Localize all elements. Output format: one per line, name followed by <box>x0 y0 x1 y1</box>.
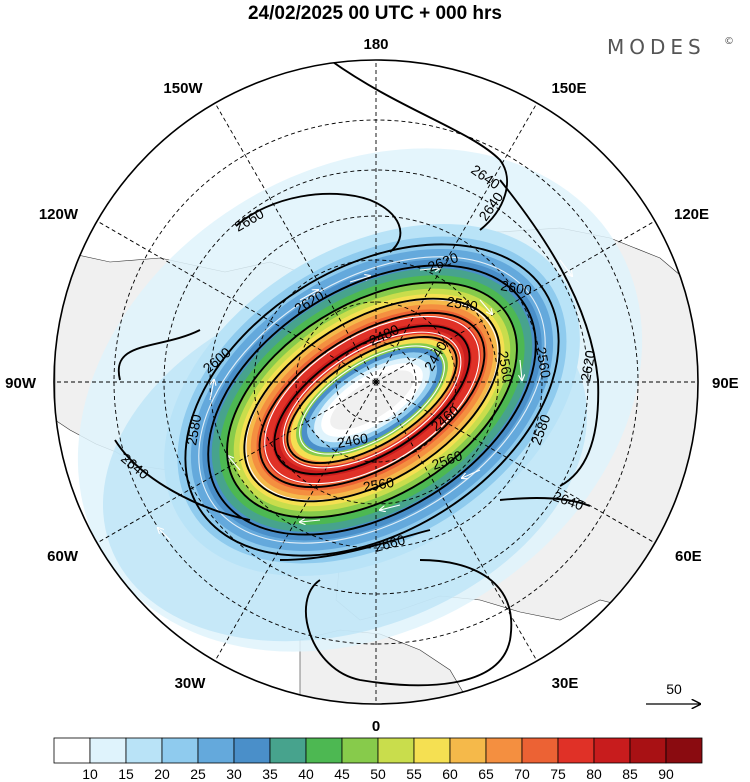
map-title: 24/02/2025 00 UTC + 000 hrs <box>248 3 502 24</box>
longitude-label-150w: 150W <box>163 80 203 97</box>
colorbar-tick-label: 10 <box>82 766 98 782</box>
longitude-label-60e: 60E <box>675 548 702 565</box>
colorbar-tick-label: 25 <box>190 766 206 782</box>
colorbar-swatch <box>161 737 199 764</box>
longitude-label-90e: 90E <box>712 375 739 392</box>
colorbar-tick-label: 40 <box>298 766 314 782</box>
colorbar-tick-label: 50 <box>370 766 386 782</box>
colorbar-tick-label: 70 <box>514 766 530 782</box>
colorbar-tick-label: 35 <box>262 766 278 782</box>
colorbar-tick-label: 45 <box>334 766 350 782</box>
contour-label: 2540 <box>445 293 479 314</box>
colorbar-swatch <box>341 737 379 764</box>
longitude-labels: 180 150E 120E 90E 60E 30E 0 30W 60W 90W … <box>5 36 739 735</box>
colorbar-tick-label: 60 <box>442 766 458 782</box>
colorbar: 10 15 20 25 30 35 40 45 50 55 60 65 70 75 80 85 90 <box>53 737 703 782</box>
colorbar-tick-label: 65 <box>478 766 494 782</box>
colorbar-swatch <box>377 737 415 764</box>
colorbar-swatch <box>665 737 703 764</box>
colorbar-swatch <box>485 737 523 764</box>
longitude-label-60w: 60W <box>47 548 79 565</box>
height-contours <box>114 60 600 687</box>
longitude-label-150e: 150E <box>551 80 586 97</box>
colorbar-swatch <box>125 737 163 764</box>
contour-label: 2460 <box>336 430 370 451</box>
map-border <box>53 59 699 705</box>
contour-label: 2660 <box>373 531 407 555</box>
colorbar-tick-label: 20 <box>154 766 170 782</box>
longitude-label-180: 180 <box>363 36 388 53</box>
polar-map-disk <box>54 60 698 704</box>
colorbar-tick-label: 30 <box>226 766 242 782</box>
colorbar-swatch <box>449 737 487 764</box>
longitude-label-120e: 120E <box>674 206 709 223</box>
colorbar-swatch <box>557 737 595 764</box>
colorbar-swatch <box>413 737 451 764</box>
colorbar-swatch <box>269 737 307 764</box>
contour-label: 2600 <box>499 277 533 298</box>
reference-vector: 50 <box>646 681 700 704</box>
colorbar-swatch <box>629 737 667 764</box>
colorbar-tick-label: 90 <box>658 766 674 782</box>
colorbar-swatch <box>89 737 127 764</box>
contour-label: 2580 <box>183 413 204 447</box>
contour-label: 2560 <box>533 346 554 380</box>
contour-label: 2560 <box>495 350 516 384</box>
colorbar-tick-label: 85 <box>622 766 638 782</box>
colorbar-tick-label: 75 <box>550 766 566 782</box>
longitude-label-0: 0 <box>372 718 380 735</box>
brand-copyright-mark: © <box>724 36 734 47</box>
contour-label: 2620 <box>577 349 598 383</box>
colorbar-tick-label: 80 <box>586 766 602 782</box>
longitude-label-30e: 30E <box>552 675 579 692</box>
reference-vector-label: 50 <box>666 681 682 697</box>
longitude-label-90w: 90W <box>5 375 37 392</box>
brand-logo: MODES <box>607 35 706 59</box>
graticule <box>54 60 698 704</box>
colorbar-tick-label: 55 <box>406 766 422 782</box>
colorbar-swatch <box>521 737 559 764</box>
colorbar-swatch <box>233 737 271 764</box>
contour-label: 2560 <box>362 474 396 495</box>
longitude-label-120w: 120W <box>39 206 79 223</box>
colorbar-swatch <box>53 737 91 764</box>
colorbar-tick-label: 15 <box>118 766 134 782</box>
colorbar-swatch <box>593 737 631 764</box>
colorbar-swatch <box>197 737 235 764</box>
colorbar-swatch <box>305 737 343 764</box>
longitude-label-30w: 30W <box>175 675 207 692</box>
